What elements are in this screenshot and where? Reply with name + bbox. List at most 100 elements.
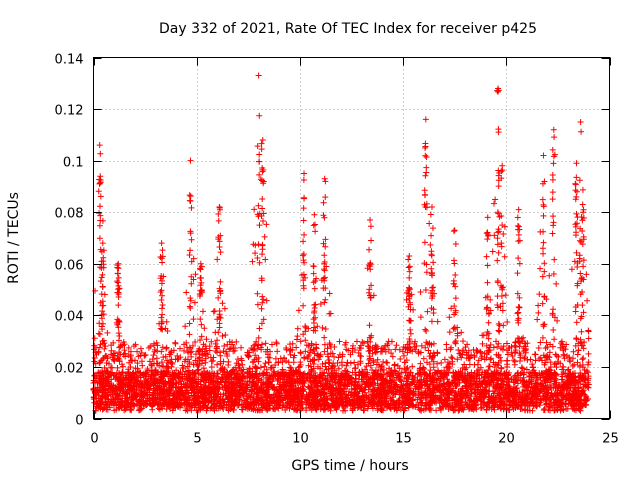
data-point <box>92 287 99 294</box>
data-point <box>490 344 497 351</box>
data-point <box>221 342 228 349</box>
data-point <box>212 340 219 347</box>
data-point <box>347 360 354 367</box>
data-point <box>393 342 400 349</box>
data-point <box>585 350 592 357</box>
data-point <box>370 359 377 366</box>
data-point <box>490 359 497 366</box>
data-point <box>564 367 571 374</box>
data-point <box>497 303 504 310</box>
data-point <box>188 273 195 280</box>
data-point <box>290 354 297 361</box>
data-point <box>172 340 179 347</box>
data-point <box>491 232 498 239</box>
data-point <box>319 324 326 331</box>
data-point <box>518 364 525 371</box>
data-point <box>398 369 405 376</box>
data-point <box>504 318 511 325</box>
data-point <box>353 338 360 345</box>
data-point <box>401 352 408 359</box>
data-point <box>510 357 517 364</box>
data-point <box>407 330 414 337</box>
data-point <box>216 244 223 251</box>
data-point <box>391 362 398 369</box>
data-point <box>430 364 437 371</box>
data-point <box>409 363 416 370</box>
data-point <box>520 334 527 341</box>
data-point <box>334 360 341 367</box>
data-point <box>585 335 592 342</box>
data-point <box>567 358 574 365</box>
data-point <box>115 330 122 337</box>
data-point <box>487 341 494 348</box>
data-point <box>195 366 202 373</box>
data-point <box>464 341 471 348</box>
data-point <box>286 364 293 371</box>
data-point <box>182 323 189 330</box>
data-point <box>183 289 190 296</box>
data-point <box>537 354 544 361</box>
data-point <box>584 369 591 376</box>
data-point <box>294 325 301 332</box>
data-point <box>91 335 98 342</box>
data-point <box>535 309 542 316</box>
data-point <box>443 341 450 348</box>
data-point <box>560 363 567 370</box>
data-point <box>551 256 558 263</box>
data-point <box>585 359 592 366</box>
data-point <box>360 340 367 347</box>
data-point <box>186 344 193 351</box>
data-point <box>263 297 270 304</box>
data-point <box>378 363 385 370</box>
data-point <box>190 316 197 323</box>
data-point <box>489 248 496 255</box>
data-point <box>481 350 488 357</box>
data-point <box>210 308 217 315</box>
data-point <box>446 329 453 336</box>
data-point <box>158 359 165 366</box>
data-point <box>452 339 459 346</box>
data-point <box>553 280 560 287</box>
data-point <box>134 348 141 355</box>
data-point <box>566 354 573 361</box>
data-point <box>446 314 453 321</box>
data-point <box>574 351 581 358</box>
data-point <box>225 358 232 365</box>
data-point <box>380 358 387 365</box>
data-point <box>262 256 269 263</box>
data-point <box>149 406 156 413</box>
data-point <box>144 366 151 373</box>
data-point <box>336 338 343 345</box>
data-point <box>256 259 263 266</box>
data-point <box>163 344 170 351</box>
data-point <box>129 358 136 365</box>
data-point <box>239 406 246 413</box>
data-point <box>392 346 399 353</box>
data-point <box>554 317 561 324</box>
data-point <box>494 343 501 350</box>
data-point <box>448 305 455 312</box>
data-point <box>108 342 115 349</box>
data-point <box>519 365 526 372</box>
data-point <box>327 407 334 414</box>
data-point <box>458 329 465 336</box>
data-point <box>541 260 548 267</box>
data-point <box>580 263 587 270</box>
data-point <box>261 363 268 370</box>
data-point <box>247 392 254 399</box>
data-point <box>259 205 266 212</box>
data-point <box>335 354 342 361</box>
data-point <box>351 359 358 366</box>
data-point <box>97 341 104 348</box>
data-point <box>289 340 296 347</box>
data-point <box>584 297 591 304</box>
data-point <box>417 360 424 367</box>
data-point <box>163 345 170 352</box>
data-point <box>326 290 333 297</box>
data-point <box>258 320 265 327</box>
data-point <box>317 365 324 372</box>
data-point <box>257 364 264 371</box>
data-point <box>137 345 144 352</box>
data-point <box>372 349 379 356</box>
data-point <box>138 349 145 356</box>
